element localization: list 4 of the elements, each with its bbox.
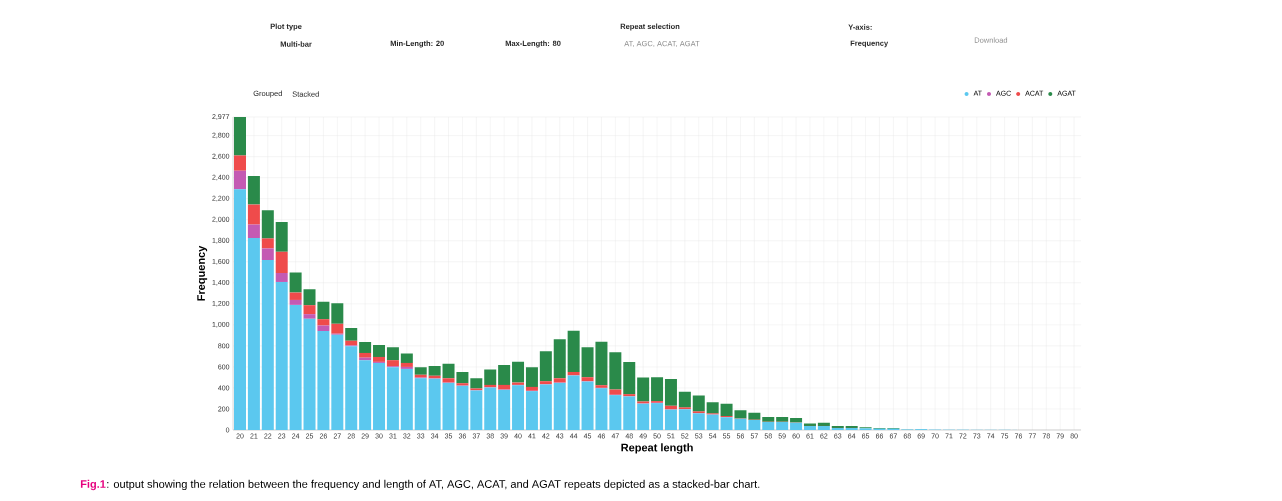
text: : output showing the relation between the frequency and length of AT, AGC, ACAT, and AGAT repeats depicted as a stacked-bar chart. [107,479,760,491]
caption: Fig.1 [80,479,106,491]
x-axis-title: Repeat length [621,443,693,454]
y-axis-title: Frequency [197,245,208,301]
